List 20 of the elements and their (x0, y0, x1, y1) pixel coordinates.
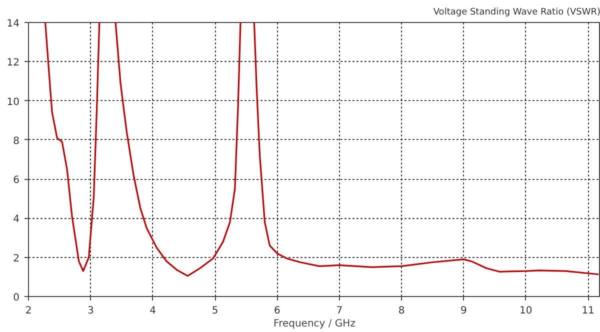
y-tick-label: 8 (13, 136, 20, 147)
x-tick-label: 2 (25, 306, 32, 316)
y-tick-label: 14 (6, 18, 20, 30)
x-tick-label: 4 (150, 306, 156, 316)
x-tick-label: 3 (87, 306, 94, 316)
y-tick-label: 0 (13, 292, 20, 304)
y-tick-label: 4 (13, 214, 20, 226)
x-tick-label: 10 (520, 306, 532, 316)
y-tick-label: 6 (13, 175, 20, 186)
y-tick-label: 2 (13, 253, 20, 264)
y-tick-label: 12 (6, 58, 20, 69)
chart-title: Voltage Standing Wave Ratio (VSWR) (433, 8, 600, 18)
y-tick-label: 10 (6, 96, 20, 108)
x-tick-label: 5 (212, 306, 218, 316)
x-tick-label: 7 (336, 306, 343, 316)
x-axis-title: Frequency / GHz (274, 318, 356, 330)
x-tick-label: 9 (460, 306, 467, 316)
x-tick-label: 6 (274, 306, 280, 316)
x-tick-label: 11 (582, 306, 594, 316)
x-tick-label: 8 (398, 306, 405, 316)
